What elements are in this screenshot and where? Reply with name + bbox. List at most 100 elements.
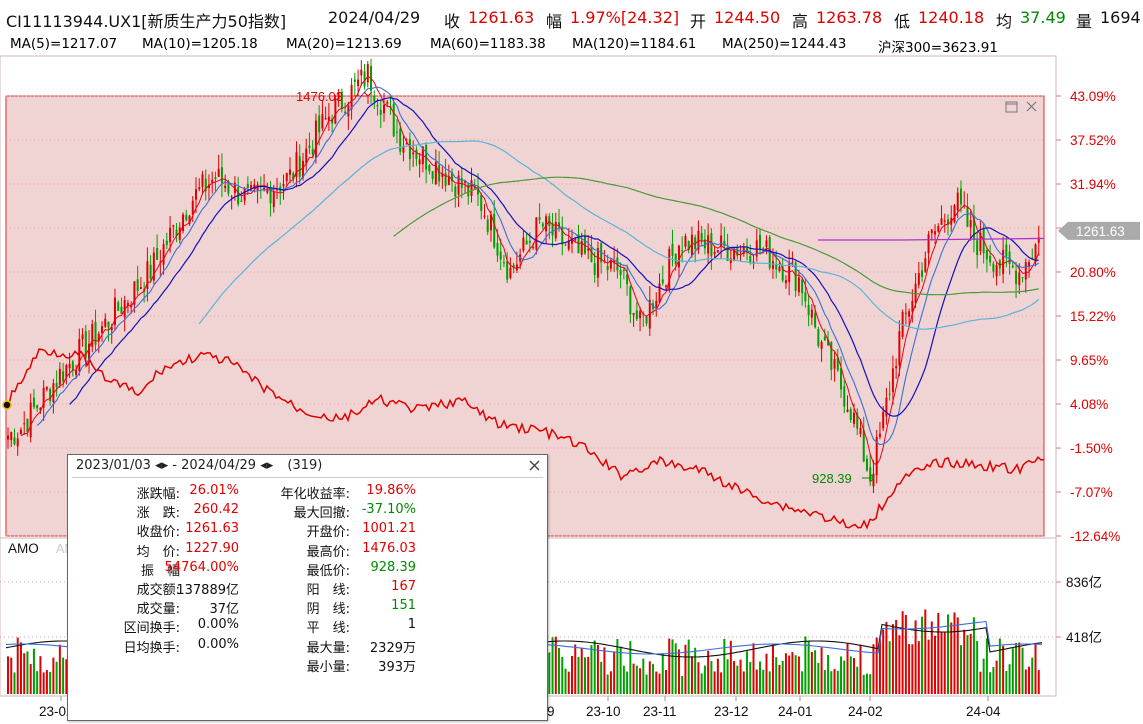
volume-bar — [674, 643, 677, 694]
x-axis-label: 24-04 — [966, 704, 1001, 719]
candle-body — [729, 258, 732, 264]
volume-bar — [869, 674, 872, 694]
candle-body — [493, 213, 496, 248]
range-start[interactable]: 2023/01/03 — [76, 458, 151, 473]
open-label: 开 — [690, 12, 707, 31]
stat-value: 260.42 — [193, 502, 240, 518]
stat-value: 54764.00% — [164, 559, 239, 575]
volume-bar — [998, 638, 1001, 694]
candle-body — [898, 331, 901, 366]
candle-body — [888, 393, 891, 395]
volume-bar — [1034, 644, 1037, 694]
candle-body — [438, 165, 441, 182]
volume-bar — [746, 651, 749, 694]
candle-body — [246, 184, 249, 188]
candle-body — [383, 104, 385, 114]
volume-bar — [836, 670, 839, 694]
candle-body — [995, 265, 998, 277]
volume-bar — [930, 621, 933, 694]
volume-bar — [36, 671, 39, 694]
candle-body — [240, 200, 243, 203]
candle-body — [1002, 249, 1005, 274]
candle-body — [807, 305, 810, 316]
close-icon[interactable] — [528, 459, 541, 472]
candle-body — [690, 234, 693, 256]
candle-body — [862, 429, 865, 462]
stat-label: 成交量: — [136, 602, 180, 618]
volume-bar — [564, 668, 567, 694]
stat-value: 0.00% — [197, 617, 239, 633]
candle-body — [781, 266, 784, 281]
stat-value: 1 — [407, 617, 416, 633]
volume-bar — [969, 633, 972, 694]
candle-body — [178, 227, 181, 240]
candle-body — [230, 196, 233, 198]
candle-body — [162, 244, 165, 265]
candle-body — [88, 343, 91, 363]
volume-bar — [642, 658, 645, 694]
candle-body — [810, 309, 813, 318]
ma10-line — [36, 86, 1040, 446]
volume-bar — [42, 672, 45, 694]
volume-bar — [784, 653, 787, 694]
volume-bar — [788, 655, 791, 694]
volume-bar — [729, 640, 732, 694]
stat-label: 阳 线: — [306, 583, 350, 598]
volume-bar — [1008, 664, 1011, 694]
min-price-arrow — [862, 473, 875, 483]
candle-body — [26, 418, 29, 433]
volume-bar — [947, 614, 949, 694]
candle-body — [408, 139, 411, 160]
range-end[interactable]: 2024/04/29 — [181, 458, 257, 473]
candle-body — [139, 287, 142, 290]
stat-label: 平 线: — [306, 621, 350, 637]
range-end-arrows-icon[interactable]: ◂▸ — [260, 458, 274, 473]
volume-bar — [39, 656, 42, 694]
candle-body — [875, 436, 878, 476]
candle-body — [324, 117, 327, 120]
candle-body — [318, 115, 321, 133]
volume-bar — [1015, 642, 1018, 694]
candle-body — [846, 409, 849, 412]
candle-body — [736, 248, 739, 256]
candle-body — [207, 184, 210, 189]
stat-label: 日均换手: — [123, 640, 180, 656]
volume-bar — [833, 668, 836, 694]
candle-body — [172, 225, 175, 227]
volume-bar — [820, 647, 823, 694]
candle-body — [849, 409, 852, 420]
volume-bar — [609, 671, 612, 694]
volume-bar — [600, 661, 603, 694]
candle-body — [477, 186, 479, 195]
candle-body — [506, 261, 509, 280]
volume-bar — [895, 619, 898, 694]
candle-body — [204, 178, 207, 192]
volume-bar — [1037, 670, 1040, 694]
volume-bar — [551, 637, 554, 694]
volume-bar — [697, 662, 700, 694]
volume-bar — [917, 641, 920, 694]
candle-body — [580, 241, 583, 255]
range-start-arrows-icon[interactable]: ◂▸ — [155, 458, 169, 473]
volume-bar — [613, 651, 616, 694]
volume-bar — [677, 649, 680, 694]
volume-bar — [995, 660, 998, 694]
candle-body — [648, 299, 651, 329]
stat-label: 成交额: — [136, 583, 180, 598]
candle-body — [853, 412, 855, 424]
legend-ma10: MA(10)=1205.18 — [142, 36, 258, 52]
volume-bar — [681, 675, 684, 694]
volume-bar — [626, 671, 629, 694]
maximize-icon — [1005, 101, 1018, 113]
candle-body — [665, 285, 667, 287]
volume-bar — [23, 653, 26, 694]
candle-body — [872, 473, 875, 487]
price-axis-label: -7.07% — [1070, 485, 1113, 500]
price-axis-label: -1.50% — [1070, 441, 1113, 456]
close-chart-icon — [1026, 101, 1037, 112]
candle-body — [253, 184, 256, 189]
candle-body — [282, 184, 285, 187]
interval-stats-panel[interactable]: 2023/01/03 ◂▸ - 2024/04/29 ◂▸ (319) 涨跌幅:… — [67, 454, 548, 721]
min-price-annotation: 928.39 — [812, 471, 852, 486]
volume-bar — [976, 641, 979, 694]
